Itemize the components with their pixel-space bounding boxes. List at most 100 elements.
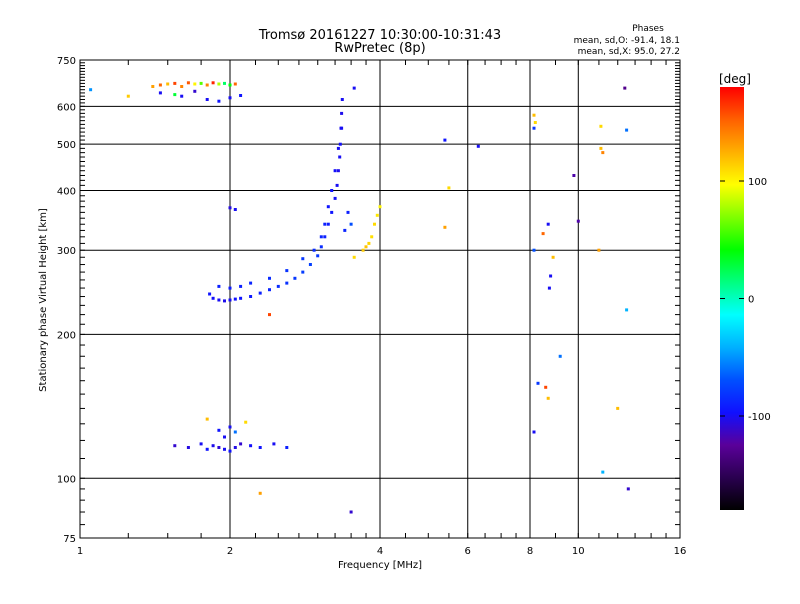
data-point xyxy=(228,298,232,302)
data-point xyxy=(239,442,243,446)
data-point xyxy=(326,205,330,209)
data-point xyxy=(572,174,576,177)
data-point xyxy=(330,210,334,214)
data-point xyxy=(217,428,221,432)
data-point xyxy=(308,263,312,266)
data-point xyxy=(249,444,253,448)
data-point xyxy=(180,94,184,98)
data-point xyxy=(180,85,184,88)
data-point xyxy=(443,138,447,142)
data-point xyxy=(352,255,356,259)
data-point xyxy=(333,196,337,200)
data-point xyxy=(233,82,237,86)
data-point xyxy=(330,189,334,192)
data-point xyxy=(319,235,323,239)
y-axis-label: Stationary phase Virtual Height [km] xyxy=(38,208,49,392)
data-point xyxy=(616,406,620,410)
data-point xyxy=(546,396,550,400)
data-point xyxy=(544,385,548,389)
data-point xyxy=(476,144,480,148)
data-point xyxy=(268,288,271,292)
data-point xyxy=(228,96,232,100)
data-point xyxy=(258,291,262,295)
data-point xyxy=(532,248,536,252)
data-point xyxy=(285,269,289,273)
colorbar-tick-label: 100 xyxy=(748,177,767,188)
grid-lines xyxy=(79,60,681,538)
data-point xyxy=(626,487,630,491)
data-point xyxy=(349,222,353,226)
data-point xyxy=(285,446,289,449)
data-point xyxy=(532,430,536,434)
stats-line-x: mean, sd,X: 95.0, 27.2 xyxy=(578,47,680,57)
data-point xyxy=(173,93,177,97)
data-point xyxy=(268,276,271,280)
data-point xyxy=(597,248,601,252)
y-tick-label: 75 xyxy=(63,534,76,545)
data-point xyxy=(233,208,237,211)
data-point xyxy=(126,94,130,98)
y-tick-label: 600 xyxy=(57,102,76,113)
data-point xyxy=(333,169,337,173)
y-tick-label: 750 xyxy=(57,56,76,67)
data-point xyxy=(217,298,221,302)
colorbar-tick-label: 0 xyxy=(748,295,754,306)
x-tick-label: 8 xyxy=(527,546,533,557)
data-point xyxy=(549,274,553,278)
data-point xyxy=(558,354,562,358)
data-point xyxy=(340,111,344,115)
data-point xyxy=(536,381,540,385)
chart-subtitle: RwPretec (8p) xyxy=(334,41,425,56)
data-point xyxy=(623,86,627,90)
data-point xyxy=(340,98,344,101)
data-point xyxy=(186,446,190,449)
x-tick-label: 2 xyxy=(227,546,233,557)
y-tick-label: 300 xyxy=(57,246,76,257)
data-point xyxy=(551,255,555,259)
data-point xyxy=(276,284,280,288)
data-point xyxy=(343,228,347,232)
data-point xyxy=(599,124,603,128)
data-point xyxy=(166,82,170,86)
data-point xyxy=(312,248,316,252)
colorbar-label: [deg] xyxy=(719,72,751,86)
colorbar: [deg] 100 0 -100 xyxy=(719,72,771,510)
data-point xyxy=(349,510,353,514)
data-point xyxy=(447,186,451,190)
data-point xyxy=(335,183,339,187)
data-point xyxy=(205,447,209,451)
data-point xyxy=(361,248,365,252)
data-point xyxy=(223,299,226,303)
data-point xyxy=(547,286,551,290)
data-point xyxy=(158,83,162,87)
data-point xyxy=(625,128,629,132)
data-point xyxy=(364,245,368,249)
data-point xyxy=(319,245,323,249)
data-point xyxy=(601,470,605,474)
data-point xyxy=(285,281,289,285)
data-point xyxy=(323,222,327,226)
data-point xyxy=(258,491,262,495)
data-point xyxy=(293,276,297,280)
data-point xyxy=(338,142,342,146)
data-point xyxy=(208,292,212,296)
data-point xyxy=(367,241,371,245)
data-point xyxy=(205,83,209,87)
data-point xyxy=(532,126,536,130)
data-point xyxy=(239,94,243,97)
data-point xyxy=(244,420,248,424)
data-point xyxy=(211,296,215,300)
colorbar-tick-label: -100 xyxy=(748,412,771,423)
data-point xyxy=(217,284,221,288)
data-point xyxy=(151,85,155,88)
data-point xyxy=(239,296,243,300)
data-point xyxy=(217,99,221,103)
data-point xyxy=(323,235,327,239)
data-point xyxy=(599,146,603,150)
data-point xyxy=(239,284,243,288)
data-point xyxy=(223,447,226,451)
stats-heading: Phases xyxy=(632,24,664,34)
y-tick-label: 400 xyxy=(57,186,76,197)
